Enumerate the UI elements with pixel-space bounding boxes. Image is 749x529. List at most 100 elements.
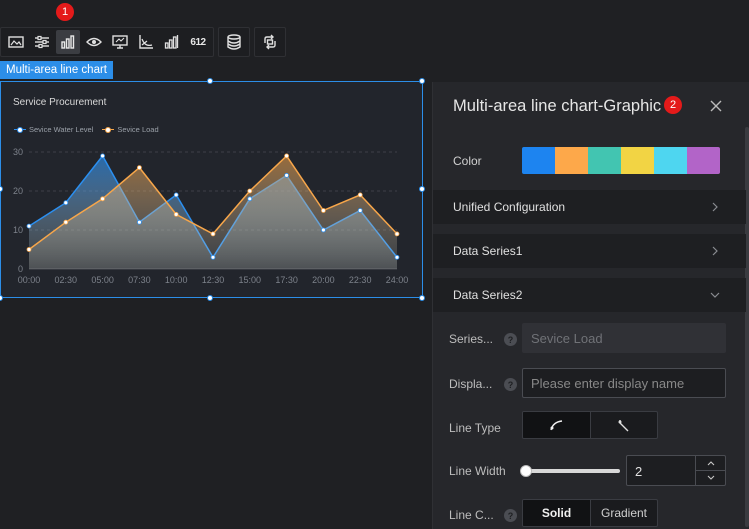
data-point — [247, 188, 253, 194]
y-tick-label: 20 — [13, 186, 23, 196]
panel-title: Multi-area line chart-Graphic — [453, 97, 662, 115]
x-tick-label: 02:30 — [55, 275, 78, 285]
data-point — [173, 211, 179, 217]
x-tick-label: 17:30 — [275, 275, 298, 285]
column-chart-icon[interactable] — [160, 30, 184, 54]
data-point — [394, 254, 400, 260]
legend-label-water-level: Sevice Water Level — [29, 125, 94, 134]
close-icon[interactable] — [709, 99, 723, 113]
bar-chart-icon[interactable] — [56, 30, 80, 54]
color-swatch-5[interactable] — [654, 147, 687, 174]
color-swatch-4[interactable] — [621, 147, 654, 174]
section-data-series-2[interactable]: Data Series2 — [433, 278, 746, 312]
x-tick-label: 07:30 — [128, 275, 151, 285]
data-point — [63, 219, 69, 225]
color-swatch-6[interactable] — [687, 147, 720, 174]
line-width-value: 2 — [635, 464, 643, 479]
color-swatch-3[interactable] — [588, 147, 621, 174]
data-point — [357, 192, 363, 198]
x-tick-label: 24:00 — [386, 275, 409, 285]
step-badge-1: 1 — [56, 3, 74, 21]
resize-handle-right[interactable] — [419, 186, 425, 192]
sliders-icon[interactable] — [30, 30, 54, 54]
increment-button[interactable] — [695, 456, 725, 471]
data-point — [284, 153, 290, 159]
section-data-series-1[interactable]: Data Series1 — [433, 234, 746, 268]
line-axis-icon[interactable] — [134, 30, 158, 54]
resize-handle-bottom[interactable] — [207, 295, 213, 301]
image-icon[interactable] — [4, 30, 28, 54]
database-icon[interactable] — [222, 30, 246, 54]
data-point — [136, 219, 142, 225]
section-unified-configuration[interactable]: Unified Configuration — [433, 190, 746, 224]
curve-line-icon — [549, 420, 562, 431]
resize-handle-top[interactable] — [207, 78, 213, 84]
x-tick-label: 22:30 — [349, 275, 372, 285]
color-label: Color — [453, 154, 482, 168]
data-point — [173, 192, 179, 198]
x-tick-label: 15:00 — [239, 275, 262, 285]
resize-handle-left[interactable] — [0, 186, 3, 192]
data-point — [26, 247, 32, 252]
x-tick-label: 10:00 — [165, 275, 188, 285]
line-type-toggle — [522, 411, 658, 439]
area-2 — [29, 155, 397, 269]
legend-item-water-level[interactable]: Sevice Water Level — [14, 125, 93, 134]
section-unified-label: Unified Configuration — [453, 200, 566, 214]
decrement-button[interactable] — [695, 470, 725, 485]
info-icon[interactable]: ? — [504, 378, 517, 391]
data-point — [210, 254, 216, 260]
legend-item-load[interactable]: Sevice Load — [102, 125, 159, 134]
resize-handle-bottom-left[interactable] — [0, 295, 3, 301]
y-tick-label: 30 — [13, 147, 23, 157]
number-612-label: 612 — [190, 36, 206, 48]
chevron-down-icon — [710, 292, 720, 298]
display-name-input[interactable]: Please enter display name — [522, 368, 726, 398]
widget-tag[interactable]: Multi-area line chart — [0, 61, 113, 79]
chevron-up-icon — [707, 461, 714, 466]
data-point — [357, 208, 363, 213]
line-type-curve[interactable] — [523, 412, 590, 438]
series-name-label: Series... — [449, 332, 494, 346]
resize-handle-top-right[interactable] — [419, 78, 425, 84]
y-tick-label: 0 — [18, 264, 23, 274]
eye-icon[interactable] — [82, 30, 106, 54]
data-point — [320, 208, 326, 213]
resize-handle-bottom-right[interactable] — [419, 295, 425, 301]
line-type-broken[interactable] — [590, 412, 657, 438]
line-width-slider[interactable] — [520, 465, 620, 477]
y-tick-label: 10 — [13, 225, 23, 235]
number-612-icon[interactable]: 612 — [186, 30, 210, 54]
panel-scrollbar[interactable] — [745, 127, 749, 527]
series-name-input: Sevice Load — [522, 323, 726, 353]
data-point — [26, 223, 32, 229]
toolbar-group-interaction — [254, 27, 286, 57]
line-color-solid[interactable]: Solid — [523, 500, 590, 526]
color-palette[interactable] — [522, 147, 720, 174]
data-point — [210, 231, 216, 237]
line-width-input[interactable]: 2 — [626, 455, 726, 486]
color-swatch-2[interactable] — [555, 147, 588, 174]
toolbar-group-components: 612 — [0, 27, 214, 57]
step-badge-2: 2 — [664, 96, 682, 114]
info-icon[interactable]: ? — [504, 333, 517, 346]
monitor-icon[interactable] — [108, 30, 132, 54]
data-point — [320, 227, 326, 233]
data-point — [63, 200, 69, 206]
section-series1-label: Data Series1 — [453, 244, 523, 258]
line-width-label: Line Width — [449, 464, 506, 478]
line-color-gradient[interactable]: Gradient — [590, 500, 657, 526]
data-point — [284, 173, 290, 178]
line-width-slider-knob[interactable] — [520, 465, 532, 477]
legend-marker-water-level — [14, 126, 26, 133]
color-swatch-1[interactable] — [522, 147, 555, 174]
toolbar-group-data — [218, 27, 250, 57]
chart-widget[interactable]: 0 10 20 30 00:00 02:30 05:00 07:30 10:00 12:30 15:… — [0, 81, 423, 298]
toolbar: 612 — [0, 26, 286, 58]
x-tick-label: 20:00 — [312, 275, 335, 285]
graphic-settings-panel: Multi-area line chart-Graphic Color Unif… — [432, 82, 749, 529]
interaction-icon[interactable] — [258, 30, 282, 54]
display-name-label: Displa... — [449, 377, 493, 391]
line-color-toggle: Solid Gradient — [522, 499, 658, 527]
info-icon[interactable]: ? — [504, 509, 517, 522]
